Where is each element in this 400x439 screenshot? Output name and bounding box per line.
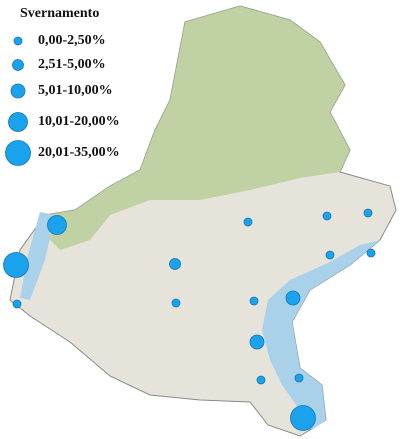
legend-label: 2,51-5,00% bbox=[38, 57, 106, 72]
mountain-area bbox=[40, 6, 350, 250]
site-bubble bbox=[243, 217, 253, 227]
legend-label: 0,00-2,50% bbox=[38, 33, 106, 48]
site-bubble bbox=[322, 211, 332, 221]
site-bubble bbox=[325, 250, 335, 260]
legend-label: 10,01-20,00% bbox=[38, 114, 120, 129]
legend-symbol bbox=[13, 36, 23, 46]
legend-symbol bbox=[5, 140, 31, 166]
site-bubble bbox=[12, 299, 22, 309]
legend-label: 20,01-35,00% bbox=[38, 145, 120, 160]
site-bubble bbox=[47, 215, 67, 235]
lagoon bbox=[262, 240, 380, 430]
site-bubble bbox=[363, 208, 373, 218]
site-bubble bbox=[366, 248, 376, 258]
site-bubble bbox=[290, 405, 316, 431]
site-bubble bbox=[256, 375, 266, 385]
site-bubble bbox=[169, 258, 181, 270]
sites bbox=[3, 208, 376, 431]
site-bubble bbox=[171, 298, 181, 308]
legend: Svernamento 0,00-2,50% 2,51-5,00% 5,01-10,… bbox=[5, 6, 120, 166]
legend-title: Svernamento bbox=[20, 6, 99, 21]
garda-lake bbox=[20, 212, 55, 300]
legend-symbol bbox=[12, 59, 24, 71]
site-bubble bbox=[285, 290, 301, 306]
site-bubble bbox=[294, 373, 304, 383]
site-bubble bbox=[249, 296, 259, 306]
legend-symbol bbox=[8, 112, 28, 132]
site-bubble bbox=[3, 252, 29, 278]
site-bubble bbox=[249, 334, 265, 350]
legend-symbol bbox=[10, 83, 26, 99]
legend-label: 5,01-10,00% bbox=[38, 83, 113, 98]
